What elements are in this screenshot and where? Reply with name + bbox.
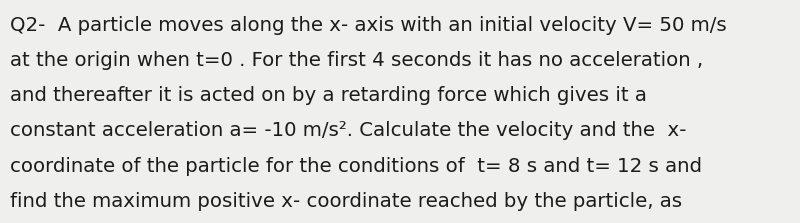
Text: and thereafter it is acted on by a retarding force which gives it a: and thereafter it is acted on by a retar… bbox=[10, 86, 647, 105]
Text: coordinate of the particle for the conditions of  t= 8 s and t= 12 s and: coordinate of the particle for the condi… bbox=[10, 157, 702, 176]
Text: Q2-  A particle moves along the x- axis with an initial velocity V= 50 m/s: Q2- A particle moves along the x- axis w… bbox=[10, 16, 727, 35]
Text: find the maximum positive x- coordinate reached by the particle, as: find the maximum positive x- coordinate … bbox=[10, 192, 682, 211]
Text: constant acceleration a= -10 m/s². Calculate the velocity and the  x-: constant acceleration a= -10 m/s². Calcu… bbox=[10, 121, 687, 140]
Text: at the origin when t=0 . For the first 4 seconds it has no acceleration ,: at the origin when t=0 . For the first 4… bbox=[10, 51, 703, 70]
